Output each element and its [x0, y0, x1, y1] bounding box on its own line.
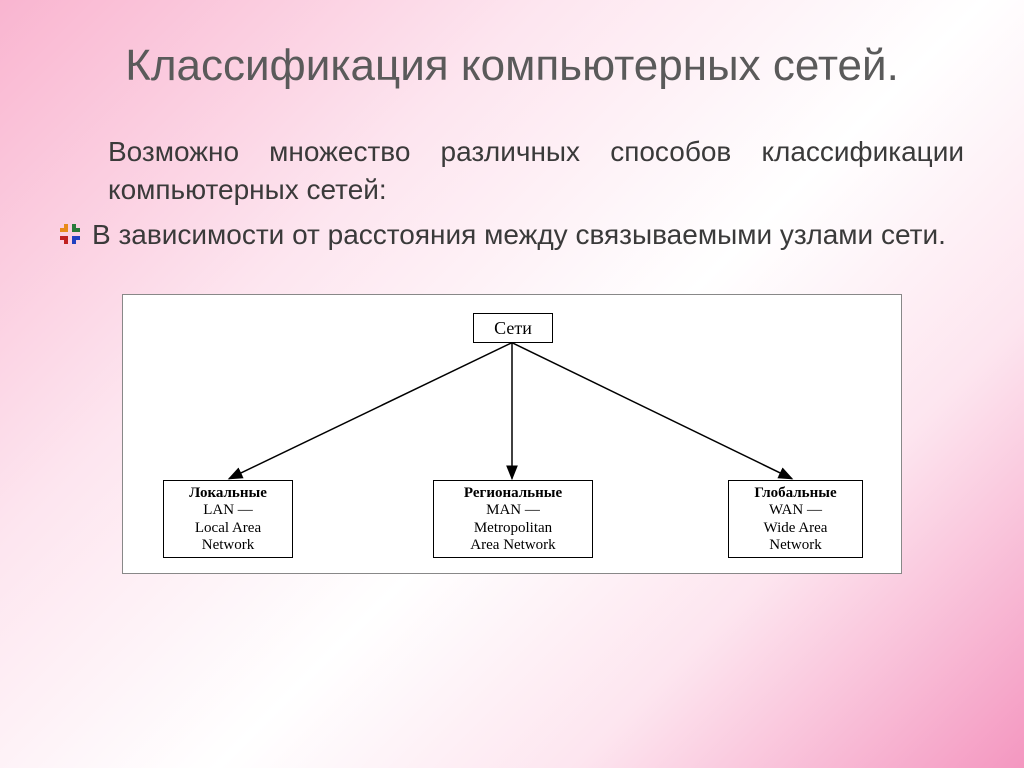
tree-root-node: Сети [473, 313, 553, 343]
tree-diagram: Сети ЛокальныеLAN —Local AreaNetwork Регио… [122, 294, 902, 574]
paragraph-intro: Возможно множество различных способов кл… [108, 133, 964, 209]
tree-leaf-node: РегиональныеMAN —MetropolitanArea Networ… [433, 480, 593, 558]
slide: Классификация компьютерных сетей. Возмож… [0, 0, 1024, 768]
tree-leaf-node: ЛокальныеLAN —Local AreaNetwork [163, 480, 293, 558]
tree-leaf-node: ГлобальныеWAN —Wide AreaNetwork [728, 480, 863, 558]
bullet-text: В зависимости от расстояния между связыв… [92, 216, 964, 254]
arrows-bullet-icon [60, 224, 80, 244]
slide-title: Классификация компьютерных сетей. [60, 40, 964, 93]
bullet-item: В зависимости от расстояния между связыв… [60, 216, 964, 254]
